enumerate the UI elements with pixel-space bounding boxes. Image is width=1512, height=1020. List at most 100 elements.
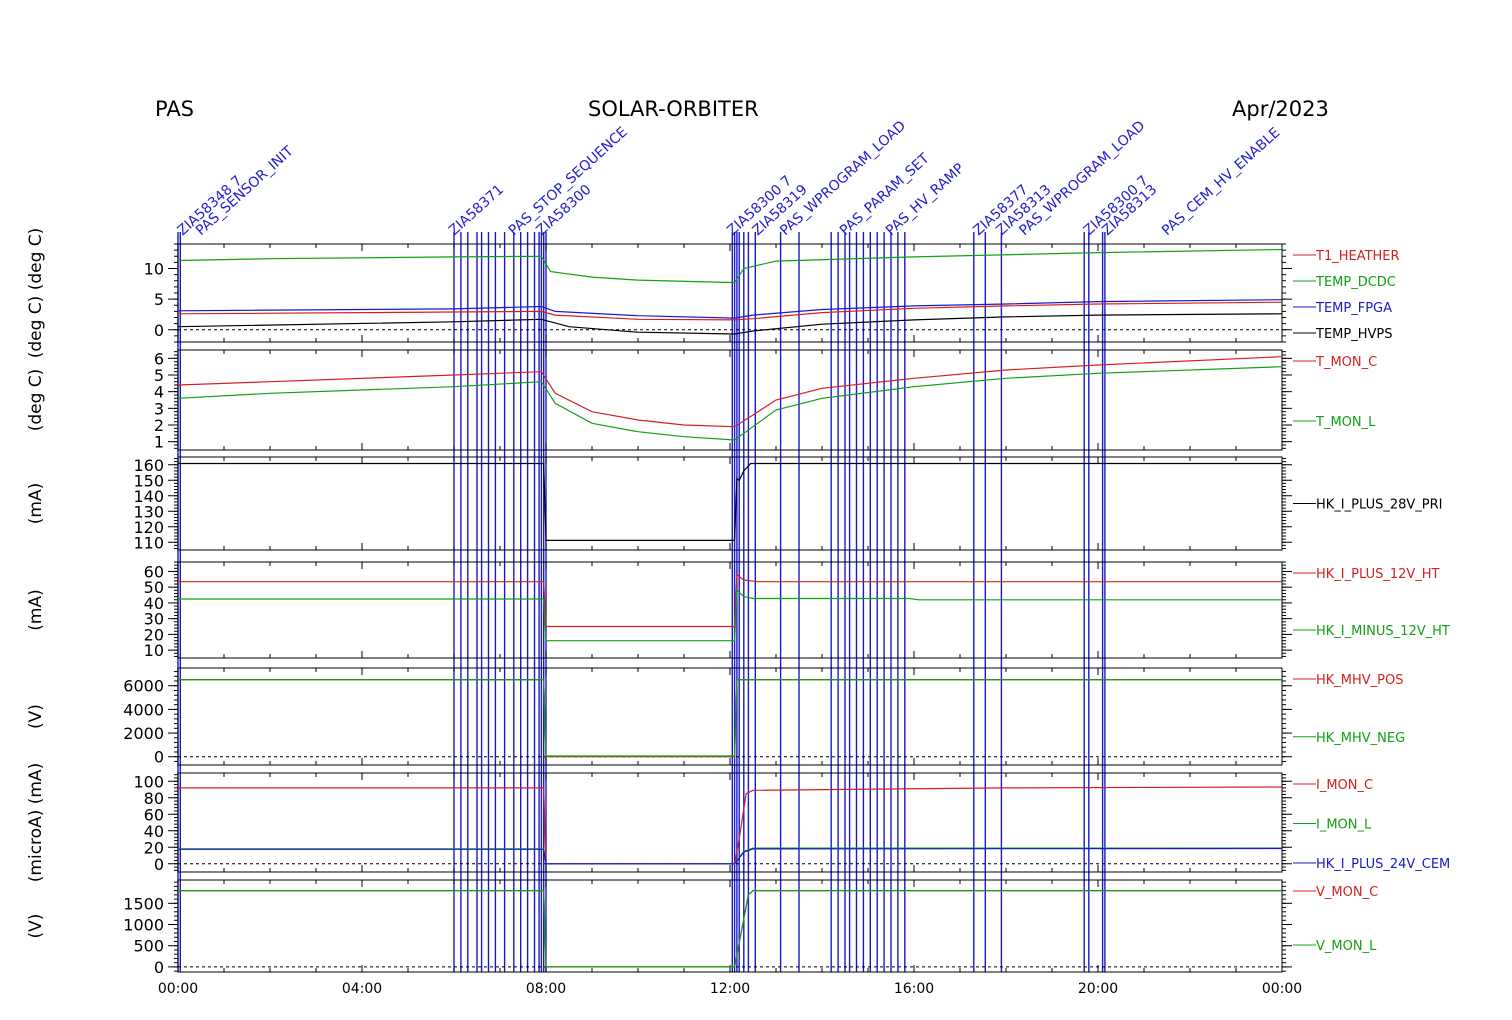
event-label: PAS_CEM_HV_ENABLE <box>1159 125 1283 239</box>
series-line <box>178 786 1283 865</box>
panel-5: 0 2000 4000 6000 (V) HK_MHV_POS HK_MHV_NEG <box>26 667 1405 767</box>
y-tick-label: 20 <box>144 838 164 857</box>
y-tick-label: 40 <box>144 822 164 841</box>
x-tick-label: 12:00 <box>710 981 750 997</box>
panel-frame <box>177 879 1283 973</box>
y-tick-label: 50 <box>144 578 164 597</box>
y-tick-label: 0 <box>154 321 164 340</box>
panel-7: 0 500 1000 1500 (V) V_MON_C V_MON_L <box>26 879 1378 977</box>
y-tick-label: 1500 <box>123 894 164 913</box>
y-axis-label: (V) <box>26 704 46 729</box>
series-line <box>178 573 1282 628</box>
y-tick-label: 30 <box>144 610 164 629</box>
y-tick-label: 110 <box>133 533 164 552</box>
series-line <box>177 356 1283 428</box>
y-tick-label: 80 <box>144 789 164 808</box>
y-tick-label: 60 <box>144 805 164 824</box>
legend-label: T_MON_C <box>1315 355 1377 370</box>
series-line <box>178 462 1282 542</box>
legend-label: HK_MHV_POS <box>1316 673 1404 688</box>
legend-label: T1_HEATHER <box>1315 249 1400 264</box>
y-tick-label: 2 <box>154 416 164 435</box>
header-date: Apr/2023 <box>1232 97 1329 121</box>
y-axis-label: (deg C) <box>26 369 46 432</box>
series-line <box>177 301 1283 321</box>
y-tick-label: 5 <box>154 290 164 309</box>
series-line <box>178 847 1282 865</box>
legend-label: V_MON_L <box>1316 939 1377 954</box>
panels: 0 5 10 (deg C) (deg C) T1_HEATHER TEMP_DCDC TE… <box>26 228 1450 977</box>
y-axis-label: (V) <box>26 914 46 939</box>
x-tick-label: 00:00 <box>158 981 198 997</box>
y-tick-label: 10 <box>144 641 164 660</box>
y-tick-label: 5 <box>154 366 164 385</box>
x-tick-label: 08:00 <box>526 981 566 997</box>
series-line <box>178 678 1282 757</box>
legend-label: HK_MHV_NEG <box>1316 731 1405 746</box>
y-tick-label: 10 <box>144 260 164 279</box>
y-axis-label: (mA) <box>26 483 46 524</box>
y-tick-label: 2000 <box>123 724 164 743</box>
header-instrument: PAS <box>155 97 194 121</box>
y-tick-label: 0 <box>154 855 164 874</box>
series-line <box>178 679 1282 758</box>
panel-frame <box>177 243 1283 343</box>
y-tick-label: 120 <box>133 518 164 537</box>
panel-frame <box>177 561 1283 659</box>
y-tick-label: 4000 <box>123 700 164 719</box>
legend-label: TEMP_FPGA <box>1315 301 1392 316</box>
legend-label: HK_I_PLUS_24V_CEM <box>1316 857 1450 872</box>
legend-label: HK_I_MINUS_12V_HT <box>1316 624 1450 639</box>
time-axis: 00:00 04:00 08:00 12:00 16:00 20:00 00:00 <box>158 981 1302 997</box>
y-axis-label: (microA) (mA) <box>26 763 46 882</box>
y-tick-label: 3 <box>154 399 164 418</box>
series-line <box>178 847 1283 865</box>
series-line <box>177 299 1283 319</box>
panel-frame <box>177 667 1283 766</box>
event-label: PAS_HV_RAMP <box>883 161 968 239</box>
legend-label: TEMP_HVPS <box>1315 327 1392 342</box>
series-line <box>178 588 1282 642</box>
event-label: PAS_SENSOR_INIT <box>193 143 297 239</box>
x-tick-label: 20:00 <box>1078 981 1118 997</box>
series-line <box>178 889 1282 968</box>
y-tick-label: 160 <box>133 456 164 475</box>
event-label: ZIA58371 <box>446 182 507 239</box>
y-tick-label: 4 <box>154 383 164 402</box>
y-tick-label: 0 <box>154 748 164 767</box>
y-axis-label: (mA) <box>26 589 46 630</box>
legend-label: TEMP_DCDC <box>1315 275 1396 290</box>
y-tick-label: 100 <box>133 772 164 791</box>
event-label: PAS_STOP_SEQUENCE <box>506 124 631 239</box>
panel-1: 0 5 10 (deg C) (deg C) T1_HEATHER TEMP_DCDC TE… <box>26 228 1400 359</box>
x-tick-label: 00:00 <box>1262 981 1302 997</box>
series-line <box>177 248 1283 284</box>
series-line <box>177 366 1283 441</box>
y-axis-label: (deg C) (deg C) <box>26 228 46 359</box>
y-tick-label: 1000 <box>123 916 164 935</box>
y-tick-label: 60 <box>144 562 164 581</box>
y-tick-label: 40 <box>144 594 164 613</box>
legend-label: V_MON_C <box>1316 885 1378 900</box>
y-tick-label: 500 <box>133 937 164 956</box>
x-tick-label: 16:00 <box>894 981 934 997</box>
panel-frame <box>177 349 1283 451</box>
header-mission: SOLAR-ORBITER <box>588 97 759 121</box>
panel-frame <box>177 456 1283 551</box>
legend-label: I_MON_C <box>1316 778 1373 793</box>
y-tick-label: 6000 <box>123 677 164 696</box>
y-tick-label: 20 <box>144 625 164 644</box>
series-line <box>178 889 1282 968</box>
legend-label: I_MON_L <box>1316 818 1372 833</box>
y-tick-label: 150 <box>133 471 164 490</box>
legend-label: T_MON_L <box>1315 415 1376 430</box>
y-tick-label: 140 <box>133 487 164 506</box>
y-tick-label: 0 <box>154 958 164 977</box>
legend-label: HK_I_PLUS_28V_PRI <box>1316 498 1442 513</box>
